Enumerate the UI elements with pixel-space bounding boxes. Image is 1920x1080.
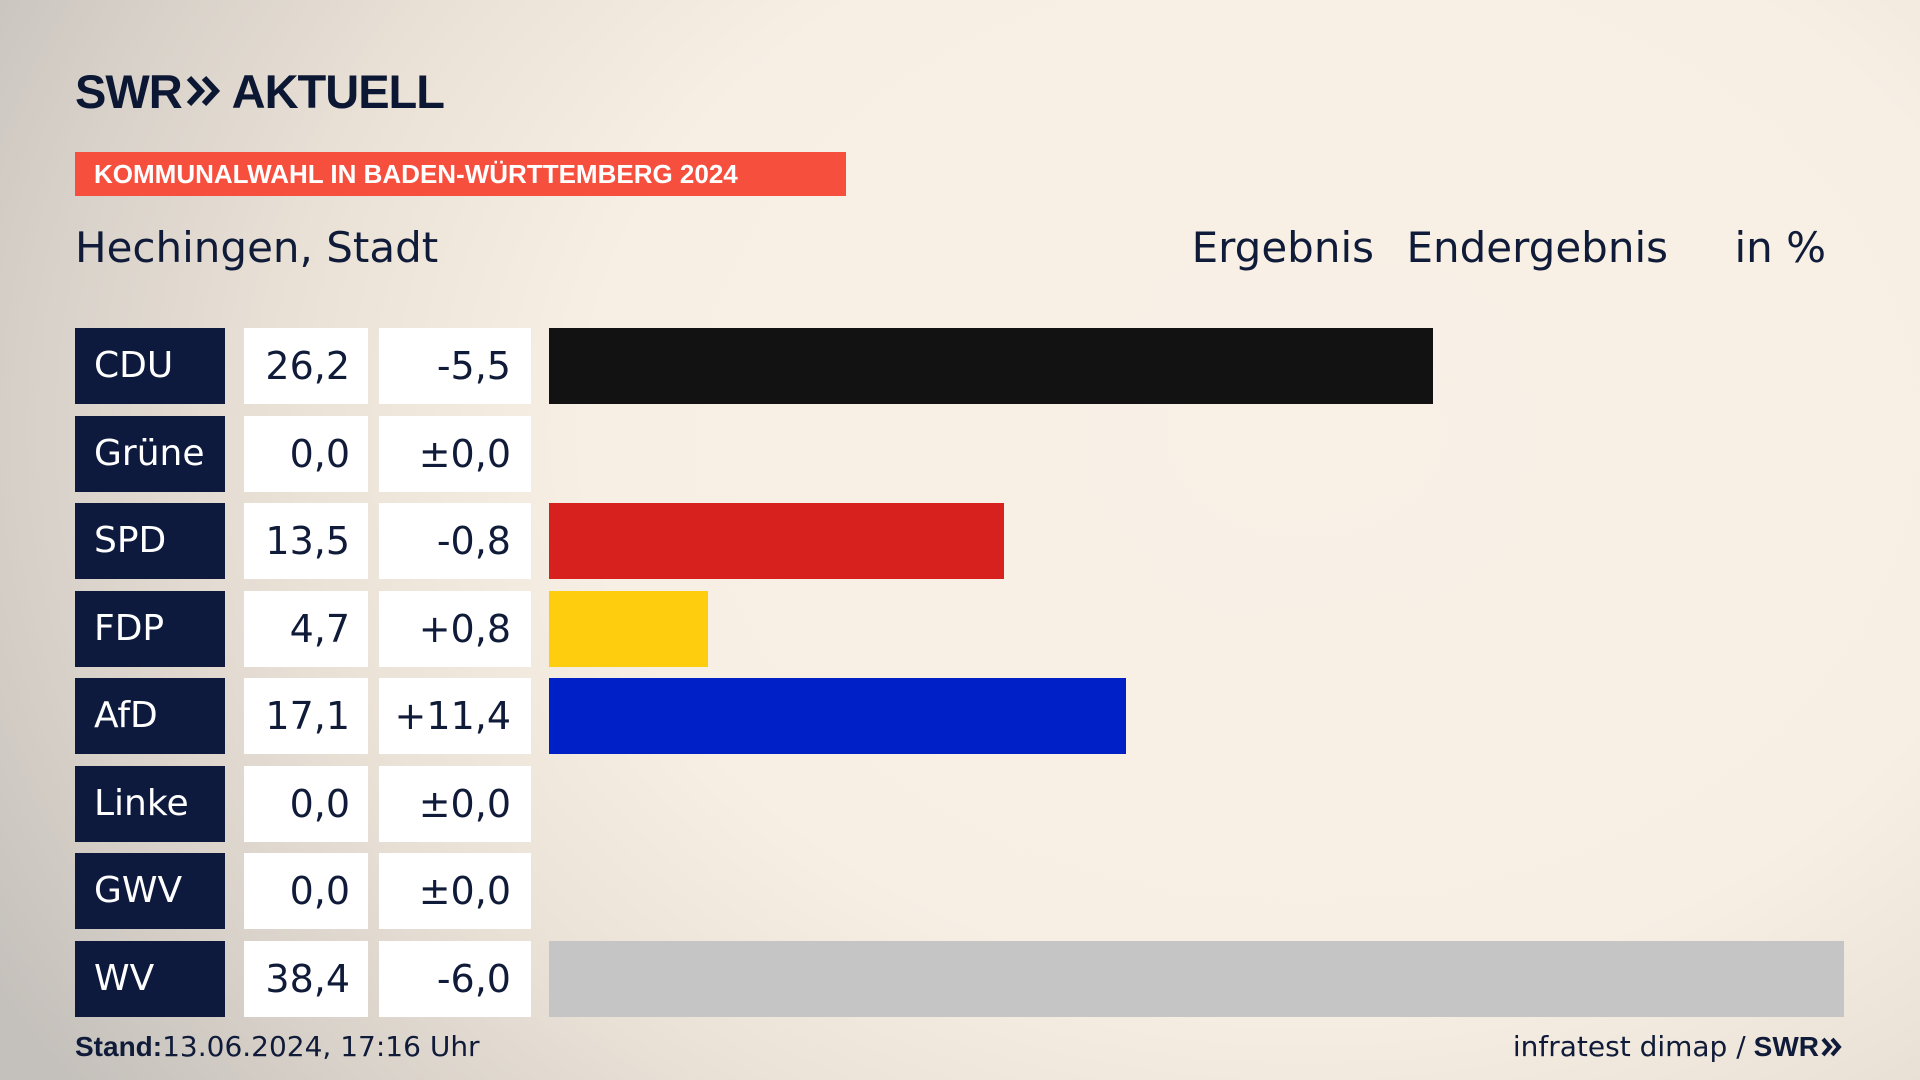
source-text: infratest dimap / (1512, 1030, 1746, 1063)
result-status-label: Endergebnis (1406, 223, 1668, 272)
party-label: CDU (75, 328, 225, 404)
logo-brand: SWR (75, 64, 183, 118)
party-label: WV (75, 941, 225, 1017)
value-label: 4,7 (244, 591, 368, 667)
change-label: ±0,0 (379, 853, 531, 929)
place-title: Hechingen, Stadt (75, 223, 439, 272)
value-label: 13,5 (244, 503, 368, 579)
party-label: SPD (75, 503, 225, 579)
value-label: 0,0 (244, 853, 368, 929)
change-label: ±0,0 (379, 416, 531, 492)
logo-product: AKTUELL (231, 64, 445, 118)
change-label: +0,8 (379, 591, 531, 667)
party-row: Linke 0,0 ±0,0 (0, 766, 1920, 842)
timestamp-label: Stand: (75, 1031, 163, 1062)
party-label: Linke (75, 766, 225, 842)
party-label: AfD (75, 678, 225, 754)
party-row: SPD 13,5 -0,8 (0, 503, 1920, 579)
swr-aktuell-logo: SWR AKTUELL (75, 64, 445, 119)
timestamp: Stand:13.06.2024, 17:16 Uhr (75, 1029, 480, 1065)
change-label: -6,0 (379, 941, 531, 1017)
value-label: 0,0 (244, 766, 368, 842)
result-bar (549, 941, 1844, 1017)
small-chevron-icon (1821, 1037, 1842, 1057)
party-row: GWV 0,0 ±0,0 (0, 853, 1920, 929)
double-chevron-icon (186, 64, 222, 119)
value-label: 38,4 (244, 941, 368, 1017)
unit-label: in % (1734, 223, 1826, 272)
change-label: +11,4 (379, 678, 531, 754)
value-label: 0,0 (244, 416, 368, 492)
swr-small-logo: SWR (1754, 1029, 1843, 1065)
party-label: Grüne (75, 416, 225, 492)
party-label: GWV (75, 853, 225, 929)
result-bar (549, 503, 1004, 579)
source-credit: infratest dimap / SWR (1513, 1029, 1843, 1065)
party-row: AfD 17,1 +11,4 (0, 678, 1920, 754)
party-row: FDP 4,7 +0,8 (0, 591, 1920, 667)
timestamp-value: 13.06.2024, 17:16 Uhr (162, 1030, 480, 1063)
column-header-result: Ergebnis (1191, 223, 1374, 272)
party-row: Grüne 0,0 ±0,0 (0, 416, 1920, 492)
value-label: 26,2 (244, 328, 368, 404)
result-bar (549, 328, 1433, 404)
change-label: -5,5 (379, 328, 531, 404)
party-row: WV 38,4 -6,0 (0, 941, 1920, 1017)
source-brand: SWR (1753, 1031, 1819, 1062)
election-banner: KOMMUNALWAHL IN BADEN-WÜRTTEMBERG 2024 (75, 152, 846, 196)
result-bar (549, 591, 708, 667)
result-bar (549, 678, 1126, 754)
party-label: FDP (75, 591, 225, 667)
value-label: 17,1 (244, 678, 368, 754)
change-label: -0,8 (379, 503, 531, 579)
party-row: CDU 26,2 -5,5 (0, 328, 1920, 404)
change-label: ±0,0 (379, 766, 531, 842)
